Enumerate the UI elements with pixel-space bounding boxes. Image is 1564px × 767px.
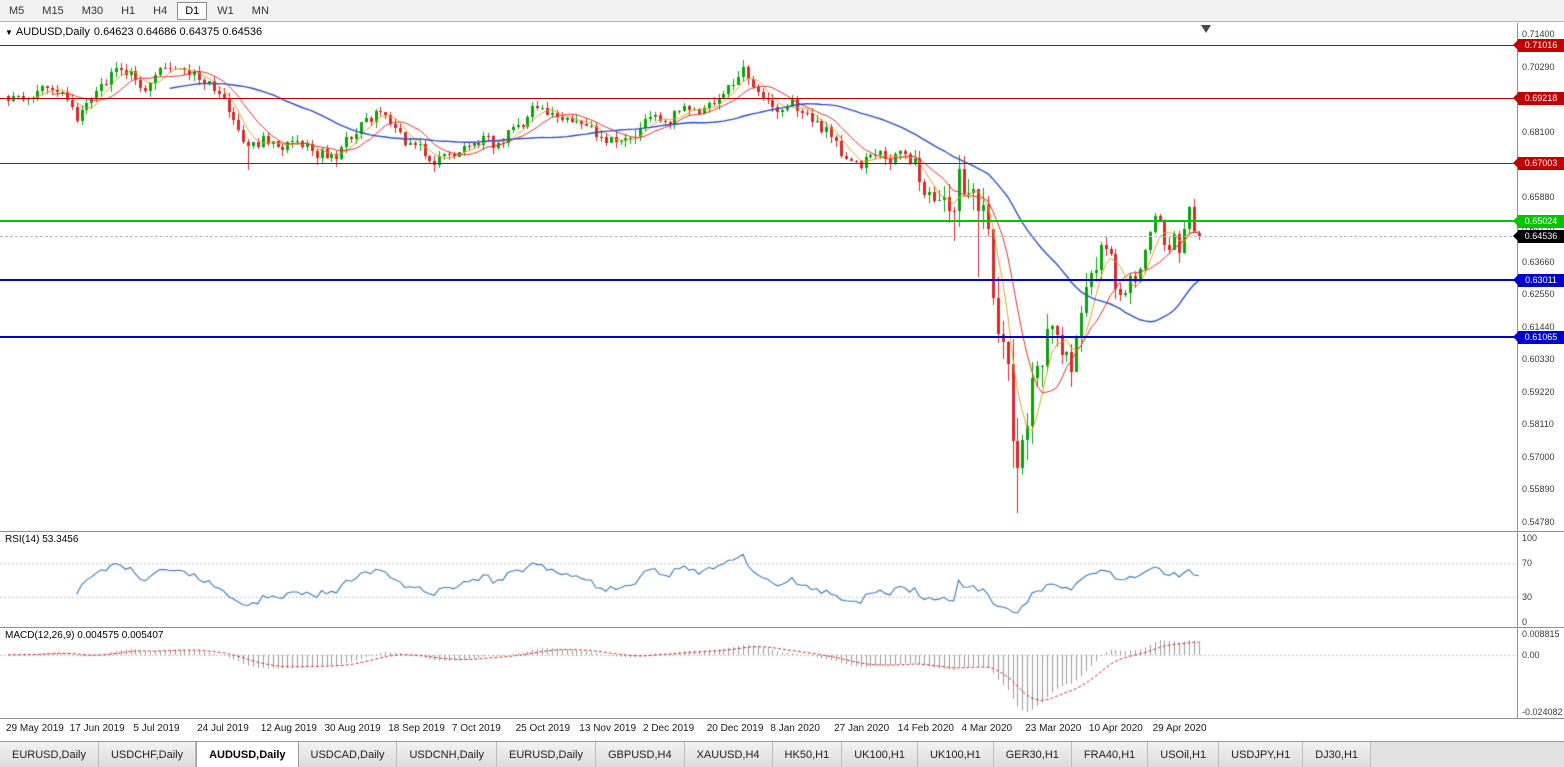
date-axis-label: 20 Dec 2019 <box>706 723 764 734</box>
date-axis-label: 29 May 2019 <box>6 723 64 734</box>
price-chart-panel[interactable]: 0.71016 0.69218 0.67003 0.65024 0.63011 0.610… <box>0 23 1564 531</box>
macd-scale[interactable]: 0.008815 0.00 -0.024082 <box>1517 628 1564 718</box>
chart-tabs-bar: EURUSD,Daily USDCHF,Daily AUDUSD,Daily USDC… <box>0 741 1564 767</box>
macd-axis-label: 0.008815 <box>1522 629 1560 639</box>
price-axis-label: 0.54780 <box>1522 517 1555 527</box>
date-axis-label: 23 Mar 2020 <box>1025 723 1082 734</box>
price-axis-label: 0.70290 <box>1522 61 1555 72</box>
date-axis-label: 25 Oct 2019 <box>515 723 571 734</box>
macd-label: MACD(12,26,9) 0.004575 0.005407 <box>5 630 164 641</box>
timeframe-button-m30[interactable]: M30 <box>81 4 104 17</box>
chart-title-symbol: AUDUSD,Daily <box>15 26 90 38</box>
timeframe-button-d1[interactable]: D1 <box>177 1 208 20</box>
timeframe-button-m5[interactable]: M5 <box>9 4 25 17</box>
price-scale[interactable]: 0.71400 0.70290 0.69170 0.68100 0.66990 0.658… <box>1517 23 1564 531</box>
chart-tab-dj30-h1[interactable]: DJ30,H1 <box>1303 742 1372 767</box>
chart-tab-audusd-daily[interactable]: AUDUSD,Daily <box>196 742 299 767</box>
timeframe-button-h4[interactable]: H4 <box>153 4 168 17</box>
price-axis-label: 0.71400 <box>1522 29 1555 39</box>
chart-tab-hk50-h1[interactable]: HK50,H1 <box>772 742 843 767</box>
date-axis-label: 24 Jul 2019 <box>197 723 249 734</box>
date-axis-label: 29 Apr 2020 <box>1152 723 1207 734</box>
chart-tab-fra40-h1[interactable]: FRA40,H1 <box>1071 742 1149 767</box>
date-axis-label: 5 Jul 2019 <box>133 723 180 734</box>
timeframe-button-w1[interactable]: W1 <box>217 4 234 17</box>
chart-tab-eurusd-daily[interactable]: EURUSD,Daily <box>497 742 596 767</box>
rsi-canvas[interactable] <box>0 532 1517 627</box>
chart-title-ohlc: 0.64623 0.64686 0.64375 0.64536 <box>93 26 263 38</box>
timeframe-button-h1[interactable]: H1 <box>121 4 136 17</box>
date-axis-label: 4 Mar 2020 <box>961 723 1013 734</box>
rsi-axis-label: 70 <box>1522 558 1533 569</box>
price-axis-label: 0.59220 <box>1522 386 1555 397</box>
chart-tab-usdchf-daily[interactable]: USDCHF,Daily <box>98 742 197 767</box>
chart-tab-eurusd-daily[interactable]: EURUSD,Daily <box>0 742 99 767</box>
date-axis-label: 2 Dec 2019 <box>643 723 695 734</box>
chart-tab-gbpusd-h4[interactable]: GBPUSD,H4 <box>596 742 685 767</box>
price-axis-label: 0.64770 <box>1522 224 1555 235</box>
macd-indicator-panel[interactable]: MACD(12,26,9) 0.004575 0.005407 0.008815… <box>0 627 1564 718</box>
price-axis-label: 0.57000 <box>1522 451 1555 462</box>
macd-axis-label: -0.024082 <box>1522 707 1563 717</box>
chart-tab-xauusd-h4[interactable]: XAUUSD,H4 <box>684 742 773 767</box>
chart-tab-ger30-h1[interactable]: GER30,H1 <box>993 742 1072 767</box>
date-axis-label: 7 Oct 2019 <box>451 723 501 734</box>
price-chart-canvas[interactable] <box>0 23 1517 531</box>
chart-dropdown-icon[interactable]: ▼ <box>5 28 13 37</box>
date-axis-label: 14 Feb 2020 <box>897 723 954 734</box>
chart-tab-usdcnh-daily[interactable]: USDCNH,Daily <box>397 742 498 767</box>
rsi-axis-label: 0 <box>1522 617 1528 627</box>
timeframe-button-mn[interactable]: MN <box>251 4 269 17</box>
chart-tab-usdjpy-h1[interactable]: USDJPY,H1 <box>1219 742 1304 767</box>
date-axis-label: 27 Jan 2020 <box>834 723 890 734</box>
chart-title: ▼ AUDUSD,Daily 0.64623 0.64686 0.64375 0.6… <box>5 26 266 38</box>
chart-tab-uk100-h1[interactable]: UK100,H1 <box>842 742 918 767</box>
date-axis-label: 10 Apr 2020 <box>1088 723 1143 734</box>
date-axis-label: 18 Sep 2019 <box>388 723 445 734</box>
macd-canvas[interactable] <box>0 628 1517 718</box>
macd-axis-label: 0.00 <box>1522 649 1540 660</box>
price-axis-label: 0.68100 <box>1522 126 1555 137</box>
rsi-axis-label: 100 <box>1522 533 1538 543</box>
price-axis-label: 0.66990 <box>1522 159 1555 170</box>
price-axis-label: 0.55890 <box>1522 484 1555 495</box>
date-axis-label: 17 Jun 2019 <box>69 723 125 734</box>
price-axis-label: 0.58110 <box>1522 419 1554 430</box>
chart-tab-usoil-h1[interactable]: USOil,H1 <box>1148 742 1220 767</box>
rsi-scale[interactable]: 100 70 30 0 <box>1517 532 1564 627</box>
price-axis-label: 0.63660 <box>1522 256 1555 267</box>
date-axis[interactable]: 29 May 2019 17 Jun 2019 5 Jul 2019 24 Jul 2… <box>0 718 1564 741</box>
price-axis-label: 0.69170 <box>1522 94 1555 105</box>
date-axis-label: 8 Jan 2020 <box>770 723 820 734</box>
chart-tab-usdcad-daily[interactable]: USDCAD,Daily <box>298 742 398 767</box>
rsi-label: RSI(14) 53.3456 <box>5 534 79 545</box>
chart-tab-uk100-h1[interactable]: UK100,H1 <box>917 742 994 767</box>
price-axis-label: 0.65880 <box>1522 191 1555 202</box>
date-axis-label: 30 Aug 2019 <box>324 723 381 734</box>
price-axis-label: 0.60330 <box>1522 354 1555 365</box>
rsi-indicator-panel[interactable]: RSI(14) 53.3456 100 70 30 0 <box>0 531 1564 627</box>
price-axis-label: 0.62550 <box>1522 289 1555 300</box>
rsi-axis-label: 30 <box>1522 591 1533 602</box>
timeframe-toolbar: M5 M15 M30 H1 H4 D1 W1 MN <box>0 0 1564 22</box>
timeframe-button-m15[interactable]: M15 <box>42 4 64 17</box>
date-axis-label: 12 Aug 2019 <box>260 723 317 734</box>
chart-shift-marker[interactable] <box>1201 25 1211 33</box>
price-axis-label: 0.61440 <box>1522 321 1555 332</box>
date-axis-label: 13 Nov 2019 <box>579 723 637 734</box>
